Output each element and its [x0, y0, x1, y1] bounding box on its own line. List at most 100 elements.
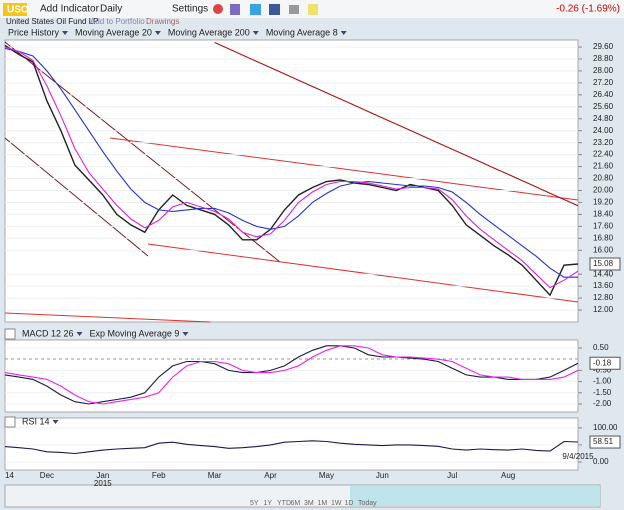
trendline	[4, 137, 149, 257]
legend-entry[interactable]: Exp Moving Average 9	[90, 328, 180, 338]
x-tick-label: Mar	[208, 471, 222, 480]
last-value-box	[589, 356, 621, 370]
y-tick-label: 19.20	[593, 198, 614, 207]
legend-arrow[interactable]	[340, 31, 347, 35]
settings[interactable]: Settings	[172, 4, 208, 15]
y-tick-label: 100.00	[593, 423, 618, 432]
price-panel	[4, 39, 579, 323]
y-tick-label: 28.00	[593, 66, 614, 75]
x-tick-label: Jan	[96, 471, 109, 480]
y-tick-label: 14.40	[593, 269, 614, 278]
series-line	[4, 345, 579, 405]
y-tick-label: -0.50	[593, 366, 612, 375]
y-tick-label: 20.00	[593, 186, 614, 195]
x-tick-label: May	[319, 471, 334, 480]
series-line	[4, 47, 578, 278]
y-tick-label: 24.80	[593, 114, 614, 123]
range-button[interactable]: 1M	[318, 500, 328, 507]
legend-entry[interactable]: RSI 14	[22, 416, 50, 426]
y-tick-label: -1.00	[593, 377, 612, 386]
legend-arrow[interactable]	[76, 332, 83, 336]
x-tick-label: Dec	[40, 471, 54, 480]
y-tick-label: -1.50	[593, 388, 612, 397]
range-button[interactable]: 1D	[345, 500, 354, 507]
x-annotation: 2015	[94, 479, 112, 488]
series-line	[4, 46, 579, 289]
y-tick-label: 20.80	[593, 174, 614, 183]
y-tick-label: 12.80	[593, 293, 614, 302]
x-tick-label: Jul	[447, 471, 457, 480]
legend-arrow[interactable]	[182, 332, 189, 336]
rsi-panel	[4, 417, 579, 471]
symbol-box[interactable]	[3, 3, 27, 16]
symbol[interactable]: USO	[7, 5, 29, 16]
range-button[interactable]: 6M	[291, 500, 301, 507]
drawings-layer	[4, 41, 579, 360]
y-tick-label: 24.00	[593, 126, 614, 135]
y-tick-label: 25.60	[593, 102, 614, 111]
icon[interactable]	[250, 4, 261, 15]
y-tick-label: 21.60	[593, 162, 614, 171]
legend-entry[interactable]: Moving Average 200	[168, 27, 250, 37]
y-tick-label: 27.20	[593, 78, 614, 87]
add-indicator[interactable]: Add Indicator	[40, 4, 100, 15]
range-button[interactable]: 3M	[304, 500, 314, 507]
drawings[interactable]: Drawings	[146, 17, 179, 26]
y-tick-label: 26.40	[593, 90, 614, 99]
last-value: -0.18	[593, 358, 612, 367]
series-line	[4, 44, 579, 297]
legend-arrow[interactable]	[252, 31, 259, 35]
trendline	[4, 41, 281, 263]
x-tick-label: 14	[5, 471, 14, 480]
last-value: 58.51	[593, 437, 614, 446]
y-tick-label: 28.80	[593, 54, 614, 63]
y-tick-label: -2.00	[593, 399, 612, 408]
x-tick-label: Aug	[501, 471, 515, 480]
legend-entry[interactable]: Price History	[8, 27, 60, 37]
y-tick-label: 16.80	[593, 233, 614, 242]
legend-arrow[interactable]	[154, 31, 161, 35]
y-tick-label: 23.20	[593, 138, 614, 147]
y-tick-label: 29.60	[593, 42, 614, 51]
y-tick-label: 16.00	[593, 245, 614, 254]
y-tick-label: 18.40	[593, 210, 614, 219]
close-button[interactable]	[4, 328, 16, 340]
security-name: United States Oil Fund LP	[6, 17, 99, 26]
last-value-box	[589, 435, 621, 449]
x-tick-label: Feb	[152, 471, 166, 480]
legend-entry[interactable]: Moving Average 20	[75, 27, 152, 37]
icon[interactable]	[230, 4, 240, 15]
range-button[interactable]: Today	[358, 500, 377, 507]
series-line	[4, 440, 579, 455]
legend-entry[interactable]: Moving Average 8	[266, 27, 338, 37]
legend-entry[interactable]: MACD 12 26	[22, 328, 74, 338]
range-button[interactable]: 5Y	[250, 500, 259, 507]
y-tick-label: 0.00	[593, 457, 609, 466]
x-tick-label: Apr	[264, 471, 277, 480]
period[interactable]: Daily	[100, 4, 122, 15]
range-button[interactable]: 1W	[331, 500, 342, 507]
navigator-window[interactable]	[350, 486, 600, 506]
trendline	[109, 137, 579, 201]
range-button[interactable]: YTD	[277, 500, 291, 507]
add-portfolio[interactable]: Add to Portfolio	[90, 17, 145, 26]
icon[interactable]	[269, 4, 280, 15]
legend-arrow[interactable]	[62, 31, 69, 35]
macd-panel	[4, 339, 579, 413]
last-value-box	[589, 257, 621, 271]
close-button[interactable]	[4, 416, 16, 428]
series-line	[4, 345, 579, 405]
change: -0.26 (-1.69%)	[556, 4, 620, 15]
legend-arrow[interactable]	[52, 420, 59, 424]
y-tick-label: 12.00	[593, 305, 614, 314]
x-tick-label: Jun	[376, 471, 389, 480]
last-value: 15.08	[593, 259, 614, 268]
range-button[interactable]: 1Y	[264, 500, 273, 507]
icon[interactable]	[289, 5, 299, 14]
icon[interactable]	[308, 4, 318, 15]
icon[interactable]	[213, 4, 223, 14]
x-tick-label: 9/4/2015	[562, 452, 594, 461]
trendline	[4, 312, 211, 323]
